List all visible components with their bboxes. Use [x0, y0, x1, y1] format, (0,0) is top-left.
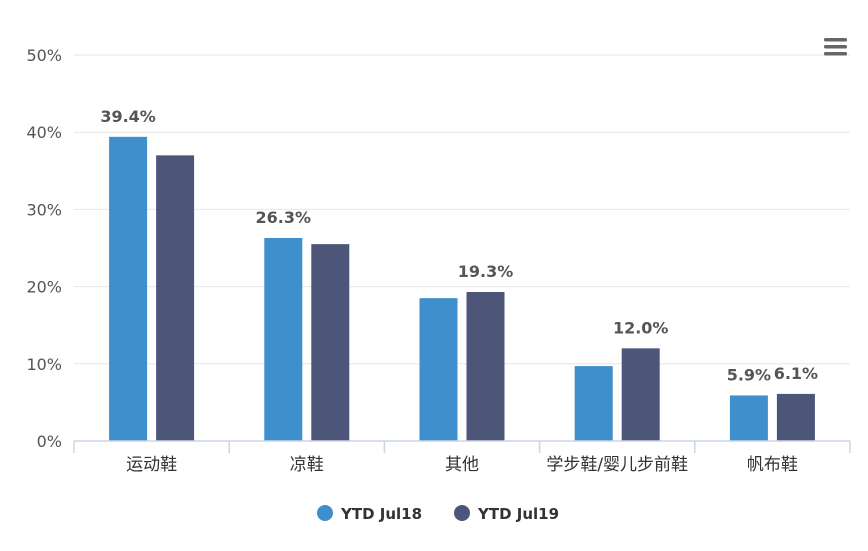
data-label: 12.0%: [613, 318, 669, 337]
y-tick-label: 20%: [26, 278, 62, 297]
legend-label: YTD Jul19: [477, 505, 559, 523]
y-tick-label: 30%: [26, 200, 62, 219]
gridlines: [74, 54, 850, 365]
data-label: 19.3%: [458, 262, 514, 281]
x-category-label: 凉鞋: [290, 455, 324, 475]
bar-ytd-jul19[interactable]: [311, 244, 350, 441]
bar-ytd-jul18[interactable]: [574, 366, 613, 441]
bar-ytd-jul19[interactable]: [621, 348, 660, 441]
y-tick-label: 40%: [26, 123, 62, 142]
bars: [109, 136, 815, 442]
legend-item-ytd-jul18[interactable]: YTD Jul18: [317, 505, 422, 523]
legend: YTD Jul18 YTD Jul19: [317, 505, 559, 523]
y-axis-ticks: 0% 10% 20% 30% 40% 50%: [26, 46, 62, 451]
bar-ytd-jul19[interactable]: [466, 292, 505, 441]
y-tick-label: 0%: [37, 432, 62, 451]
bar-ytd-jul19[interactable]: [156, 155, 195, 442]
x-category-label: 运动鞋: [126, 455, 177, 475]
legend-label: YTD Jul18: [340, 505, 422, 523]
data-labels: 39.4% 26.3% 19.3% 12.0% 5.9% 6.1%: [100, 107, 818, 385]
bar-ytd-jul18[interactable]: [729, 395, 768, 441]
x-category-label: 帆布鞋: [747, 455, 798, 475]
bar-ytd-jul18[interactable]: [109, 136, 148, 441]
legend-marker: [317, 505, 333, 521]
data-label: 26.3%: [256, 208, 312, 227]
x-category-label: 其他: [445, 455, 479, 475]
bar-ytd-jul18[interactable]: [264, 237, 303, 441]
bar-ytd-jul18[interactable]: [419, 298, 458, 441]
x-category-label: 学步鞋/婴儿步前鞋: [546, 455, 688, 475]
data-label: 39.4%: [100, 107, 156, 126]
data-label: 6.1%: [774, 364, 818, 383]
data-label: 5.9%: [727, 365, 771, 384]
legend-marker: [454, 505, 470, 521]
x-axis: 运动鞋 凉鞋 其他 学步鞋/婴儿步前鞋 帆布鞋: [73, 440, 851, 475]
legend-item-ytd-jul19[interactable]: YTD Jul19: [454, 505, 559, 523]
y-tick-label: 50%: [26, 46, 62, 65]
y-tick-label: 10%: [26, 355, 62, 374]
bar-ytd-jul19[interactable]: [776, 393, 815, 441]
hamburger-menu-icon[interactable]: [822, 36, 848, 58]
